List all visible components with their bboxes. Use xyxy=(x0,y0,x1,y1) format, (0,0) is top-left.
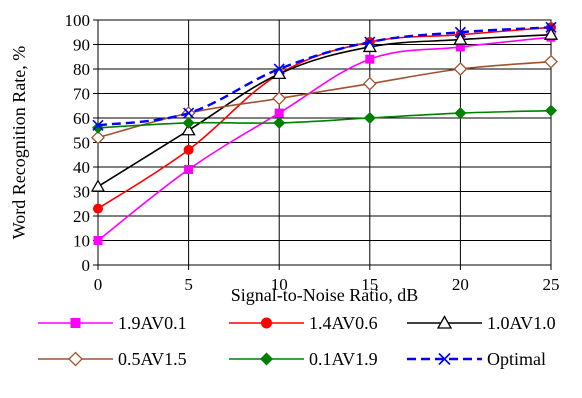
y-tick-label: 0 xyxy=(82,256,91,275)
data-point xyxy=(183,107,195,119)
data-point xyxy=(92,121,104,134)
data-point xyxy=(184,164,194,174)
data-point xyxy=(181,122,196,136)
legend-item: 0.1AV1.9 xyxy=(229,349,378,369)
data-point xyxy=(543,27,559,40)
y-tick-label: 80 xyxy=(73,60,90,79)
legend-item: Optimal xyxy=(407,349,546,369)
legend-swatch-marker xyxy=(260,352,273,366)
series-0.1AV1.9 xyxy=(92,104,557,134)
legend-label: 0.1AV1.9 xyxy=(309,349,378,369)
data-point xyxy=(453,62,468,76)
data-point xyxy=(273,116,286,129)
data-point xyxy=(365,54,375,64)
series-group xyxy=(90,21,559,245)
data-point xyxy=(363,112,376,124)
legend-swatch-marker xyxy=(70,318,81,328)
y-tick-label: 30 xyxy=(73,183,90,202)
legend-label: 1.9AV0.1 xyxy=(118,313,187,333)
series-line xyxy=(97,26,552,127)
x-tick-label: 20 xyxy=(452,275,469,294)
series-line xyxy=(97,36,552,242)
legend-swatch-marker xyxy=(68,351,83,367)
x-tick-label: 15 xyxy=(361,275,378,294)
x-axis-ticks: 0 5 10 15 20 25 xyxy=(94,265,560,294)
x-tick-label: 0 xyxy=(94,275,103,294)
x-tick-label: 25 xyxy=(543,275,560,294)
legend-label: 1.4AV0.6 xyxy=(309,313,378,333)
data-point xyxy=(272,91,287,106)
legend: 1.9AV0.1 1.4AV0.6 1.0AV1.0 0.5AV1.5 0.1AV1.9… xyxy=(38,313,556,369)
x-tick-label: 10 xyxy=(271,275,288,294)
data-point xyxy=(272,66,287,80)
legend-item: 1.4AV0.6 xyxy=(229,313,378,333)
data-point xyxy=(90,179,106,192)
data-point xyxy=(183,144,194,155)
legend-swatch-marker xyxy=(261,317,272,329)
data-point xyxy=(93,236,103,245)
data-point xyxy=(274,108,284,118)
data-point xyxy=(182,116,195,129)
data-point xyxy=(362,39,377,53)
data-point xyxy=(545,21,557,33)
legend-swatch-marker xyxy=(436,315,453,329)
y-tick-label: 20 xyxy=(73,207,90,226)
legend-label: 0.5AV1.5 xyxy=(118,349,187,369)
series-1.9AV0.1 xyxy=(93,32,556,245)
y-tick-label: 10 xyxy=(73,232,90,251)
data-point xyxy=(454,26,466,38)
data-point xyxy=(273,63,285,75)
data-point xyxy=(362,76,377,91)
y-axis-label: Word Recognition Rate, % xyxy=(9,46,29,240)
y-tick-label: 70 xyxy=(73,85,90,104)
x-axis-label: Signal-to-Noise Ratio, dB xyxy=(231,285,419,305)
y-axis-ticks: 0 10 20 30 40 50 60 70 80 90 100 xyxy=(65,11,98,275)
data-point xyxy=(93,203,103,214)
legend-swatch-marker xyxy=(438,352,451,366)
data-point xyxy=(455,42,465,52)
data-point xyxy=(544,54,558,69)
data-point xyxy=(364,36,376,48)
series-Optimal xyxy=(92,21,557,131)
x-tick-label: 5 xyxy=(184,275,193,294)
series-line xyxy=(97,60,552,139)
legend-item: 1.0AV1.0 xyxy=(407,313,556,333)
legend-label: Optimal xyxy=(487,349,546,369)
data-point xyxy=(92,119,104,131)
y-tick-label: 40 xyxy=(73,158,90,177)
y-tick-label: 60 xyxy=(73,109,90,128)
data-point xyxy=(91,130,105,145)
data-point xyxy=(453,32,468,45)
y-tick-label: 90 xyxy=(73,36,90,55)
series-1.0AV1.0 xyxy=(90,27,559,192)
legend-item: 1.9AV0.1 xyxy=(38,313,187,333)
legend-label: 1.0AV1.0 xyxy=(487,313,556,333)
data-point xyxy=(454,107,467,120)
data-point xyxy=(545,104,557,117)
series-line xyxy=(97,33,552,188)
y-tick-label: 50 xyxy=(73,134,90,153)
y-tick-label: 100 xyxy=(65,11,91,30)
legend-item: 0.5AV1.5 xyxy=(38,349,187,369)
series-line xyxy=(97,109,552,129)
